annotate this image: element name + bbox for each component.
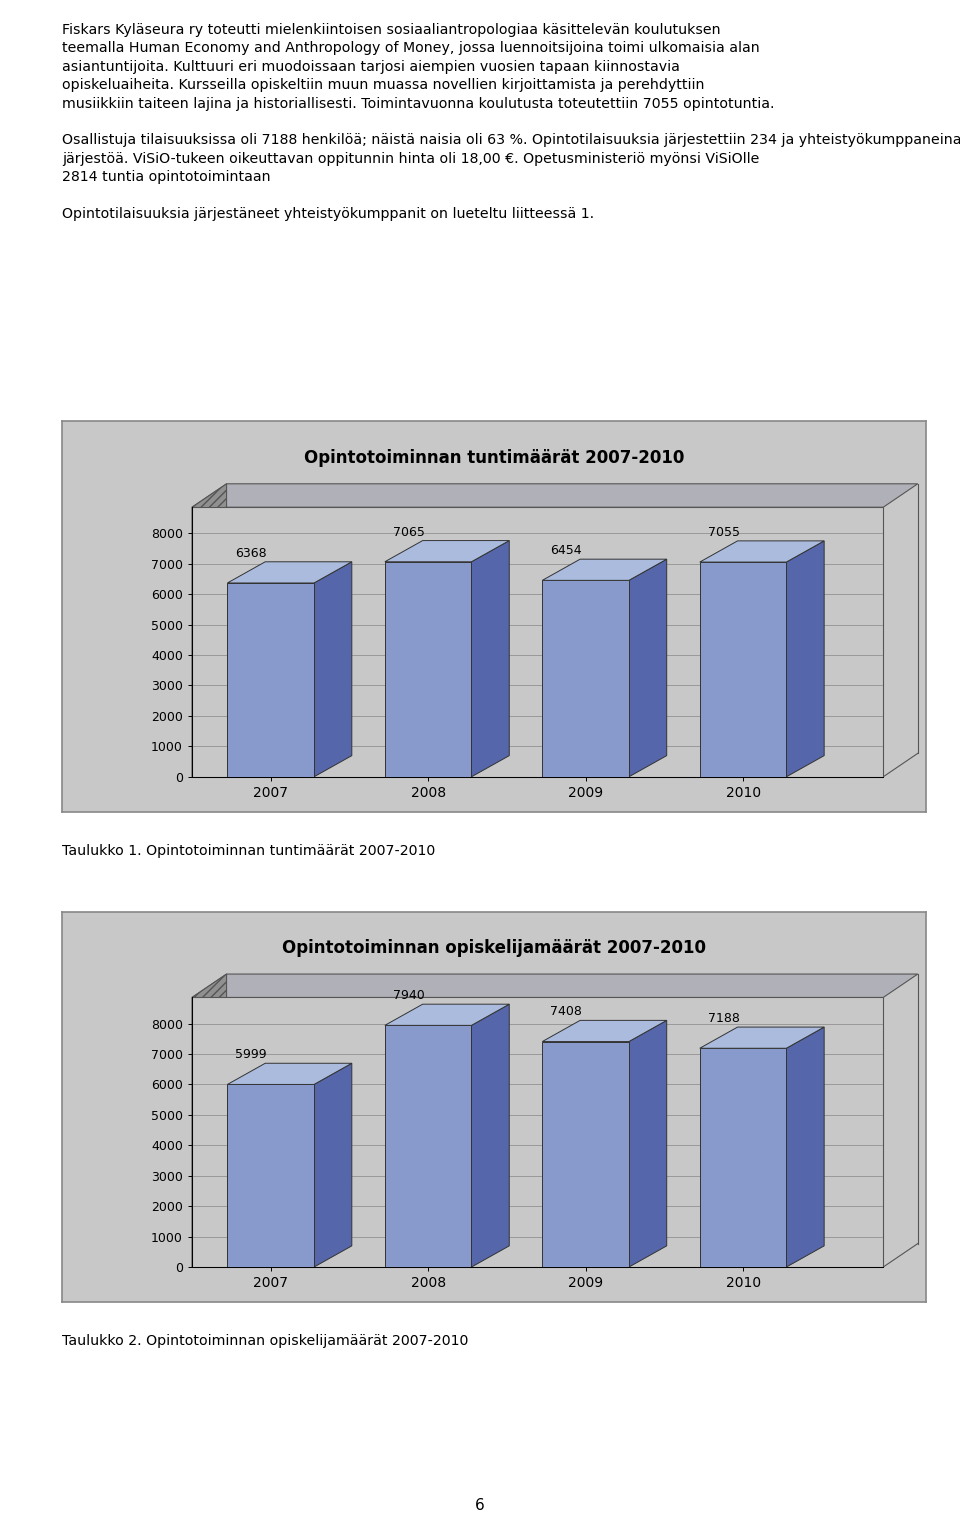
Polygon shape <box>192 997 883 1267</box>
Polygon shape <box>314 562 351 777</box>
Text: Taulukko 1. Opintotoiminnan tuntimäärät 2007-2010: Taulukko 1. Opintotoiminnan tuntimäärät … <box>62 844 436 858</box>
Text: Fiskars Kyläseura ry toteutti mielenkiintoisen sosiaaliantropologiaa käsittelevä: Fiskars Kyläseura ry toteutti mielenkiin… <box>62 23 960 221</box>
Text: Opintotoiminnan tuntimäärät 2007-2010: Opintotoiminnan tuntimäärät 2007-2010 <box>304 449 684 467</box>
Polygon shape <box>228 562 351 584</box>
Polygon shape <box>192 974 918 997</box>
Polygon shape <box>192 974 227 1267</box>
Bar <box>385 1025 471 1267</box>
Bar <box>700 1048 786 1267</box>
Text: 6: 6 <box>475 1498 485 1512</box>
Polygon shape <box>700 1026 824 1048</box>
Bar <box>542 1042 629 1267</box>
Polygon shape <box>786 1026 824 1267</box>
Text: 6368: 6368 <box>235 547 267 559</box>
Text: 7055: 7055 <box>708 525 739 539</box>
Polygon shape <box>542 1020 666 1042</box>
Polygon shape <box>385 541 509 562</box>
Bar <box>228 1085 314 1267</box>
Polygon shape <box>192 484 227 777</box>
Polygon shape <box>192 484 918 507</box>
Polygon shape <box>786 541 824 777</box>
Polygon shape <box>629 559 666 777</box>
Text: Taulukko 2. Opintotoiminnan opiskelijamäärät 2007-2010: Taulukko 2. Opintotoiminnan opiskelijamä… <box>62 1334 468 1348</box>
Polygon shape <box>629 1020 666 1267</box>
Polygon shape <box>314 1063 351 1267</box>
Text: 7065: 7065 <box>393 525 424 539</box>
Text: 6454: 6454 <box>550 544 582 558</box>
Text: 7940: 7940 <box>393 990 424 1002</box>
Bar <box>700 562 786 777</box>
Polygon shape <box>471 1003 509 1267</box>
Polygon shape <box>385 1003 509 1025</box>
Bar <box>542 581 629 777</box>
Polygon shape <box>228 1063 351 1085</box>
Text: 5999: 5999 <box>235 1048 267 1062</box>
Text: 7408: 7408 <box>550 1005 582 1019</box>
Polygon shape <box>471 541 509 777</box>
Bar <box>228 584 314 777</box>
Polygon shape <box>542 559 666 581</box>
Polygon shape <box>192 507 883 777</box>
Text: 7188: 7188 <box>708 1013 739 1025</box>
Text: Opintotoiminnan opiskelijamäärät 2007-2010: Opintotoiminnan opiskelijamäärät 2007-20… <box>282 939 707 958</box>
Polygon shape <box>700 541 824 562</box>
Bar <box>385 562 471 777</box>
